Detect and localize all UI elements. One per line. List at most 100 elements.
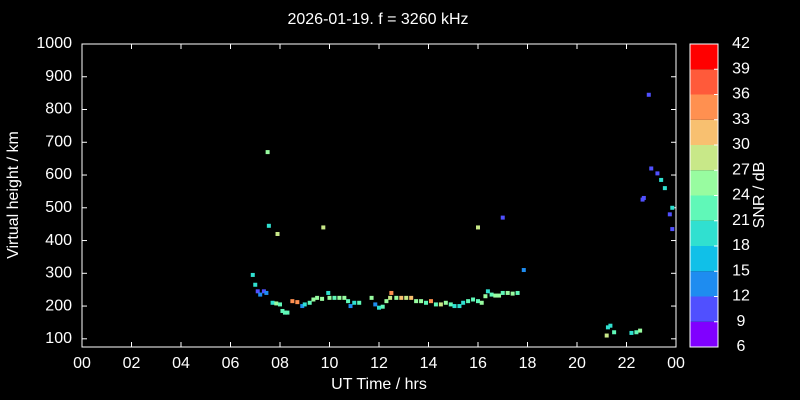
plot-frame	[81, 43, 677, 348]
x-tick-label: 06	[222, 355, 240, 372]
colorbar-tick-label: 9	[737, 313, 746, 330]
data-point	[667, 212, 672, 217]
data-point	[515, 290, 520, 295]
colorbar-bin	[690, 119, 718, 145]
data-point	[457, 304, 462, 309]
data-point	[500, 290, 505, 295]
data-point	[266, 223, 271, 228]
data-point	[261, 289, 266, 294]
data-point	[399, 295, 404, 300]
data-point	[300, 304, 305, 309]
data-point	[634, 330, 639, 335]
data-point	[275, 231, 280, 236]
data-point	[357, 300, 362, 305]
y-axis-label: Virtual height / km	[5, 131, 22, 259]
data-point	[332, 295, 337, 300]
data-point	[510, 291, 515, 296]
data-point	[662, 186, 667, 191]
data-point	[641, 195, 646, 200]
colorbar-tick-label: 30	[732, 136, 750, 153]
data-point	[321, 225, 326, 230]
data-point	[320, 296, 325, 301]
colorbar-tick-label: 42	[732, 35, 750, 52]
data-point	[505, 290, 510, 295]
data-point	[443, 300, 448, 305]
data-point	[471, 297, 476, 302]
x-tick-label: 22	[618, 355, 636, 372]
data-point	[373, 302, 378, 307]
data-point	[352, 300, 357, 305]
x-tick-label: 12	[370, 355, 388, 372]
data-point	[380, 304, 385, 309]
colorbar-bin	[690, 220, 718, 246]
data-point	[638, 328, 643, 333]
data-point	[346, 299, 351, 304]
data-point	[278, 302, 282, 307]
y-tick-label: 300	[45, 265, 72, 282]
data-point	[452, 304, 457, 309]
data-point	[264, 290, 269, 295]
data-point	[605, 325, 610, 330]
colorbar-bin	[690, 296, 718, 322]
x-tick-label: 04	[172, 355, 190, 372]
data-point	[327, 295, 332, 300]
data-point	[388, 295, 393, 300]
data-point	[670, 205, 675, 210]
data-point	[295, 300, 300, 305]
colorbar-tick-label: 36	[732, 86, 750, 103]
x-tick-label: 14	[420, 355, 438, 372]
y-tick-label: 600	[45, 166, 72, 183]
data-point	[604, 333, 609, 338]
data-point	[521, 268, 526, 273]
data-point	[424, 300, 429, 305]
colorbar-tick-label: 12	[732, 288, 750, 305]
data-point	[348, 304, 353, 309]
data-point	[282, 310, 287, 315]
data-point	[250, 272, 255, 277]
data-point	[476, 225, 480, 230]
x-tick-label: 00	[667, 355, 685, 372]
colorbar-tick-label: 15	[732, 262, 750, 279]
data-point	[389, 290, 394, 295]
data-point	[419, 299, 424, 304]
colorbar-bin	[690, 170, 718, 196]
data-point	[384, 299, 389, 304]
x-tick-label: 00	[73, 355, 91, 372]
y-tick-label: 800	[45, 101, 72, 118]
data-point	[479, 300, 484, 305]
data-point	[307, 300, 312, 305]
y-tick-label: 1000	[36, 35, 72, 52]
data-point	[493, 293, 498, 298]
data-point	[448, 302, 453, 307]
data-point	[326, 290, 331, 295]
data-point	[646, 92, 651, 97]
data-point	[280, 308, 285, 313]
x-tick-label: 16	[469, 355, 487, 372]
y-tick-label: 400	[45, 232, 72, 249]
data-point	[377, 305, 381, 310]
colorbar-bin	[690, 94, 718, 120]
x-tick-label: 02	[123, 355, 141, 372]
x-tick-label: 20	[568, 355, 586, 372]
x-tick-label: 18	[519, 355, 537, 372]
data-point	[483, 294, 488, 299]
y-tick-label: 100	[45, 330, 72, 347]
colorbar-tick-label: 18	[732, 237, 750, 254]
x-tick-label: 08	[271, 355, 289, 372]
data-point	[311, 297, 316, 302]
data-point	[285, 310, 290, 315]
colorbar-tick-label: 39	[732, 60, 750, 77]
data-point	[476, 299, 480, 304]
colorbar-bin	[690, 69, 718, 95]
data-point	[655, 171, 660, 176]
colorbar-bin	[690, 145, 718, 171]
data-point	[258, 292, 263, 297]
data-point	[649, 166, 654, 171]
data-point	[414, 299, 419, 304]
y-tick-label: 700	[45, 133, 72, 150]
colorbar-label: SNR / dB	[751, 162, 768, 229]
data-point	[659, 177, 664, 182]
colorbar-bin	[690, 44, 718, 70]
data-point	[253, 282, 258, 287]
data-point	[394, 295, 399, 300]
